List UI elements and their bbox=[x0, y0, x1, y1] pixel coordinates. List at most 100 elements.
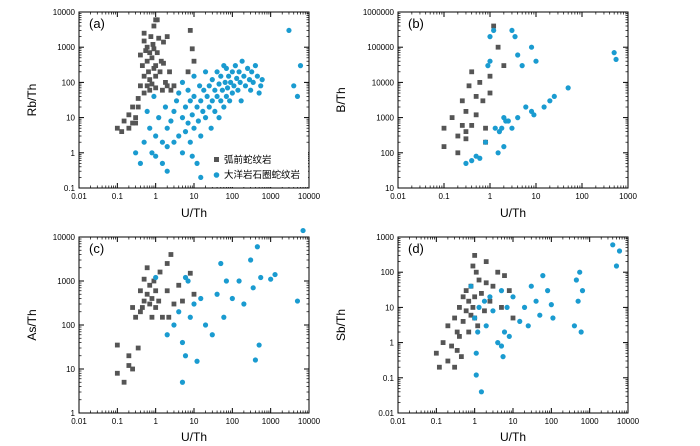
data-point-forearc bbox=[460, 319, 466, 324]
data-point-oceanic bbox=[500, 354, 506, 360]
data-point-forearc bbox=[482, 308, 487, 314]
data-point-forearc bbox=[130, 366, 135, 372]
data-point-oceanic bbox=[498, 288, 505, 294]
data-point-oceanic bbox=[226, 73, 232, 79]
x-tick-label: 0.01 bbox=[390, 192, 406, 201]
x-tick-label: 100 bbox=[226, 417, 240, 426]
data-point-oceanic bbox=[550, 315, 556, 321]
data-point-oceanic bbox=[156, 115, 162, 121]
data-point-oceanic bbox=[473, 350, 479, 356]
data-point-oceanic bbox=[197, 83, 203, 89]
data-point-forearc bbox=[472, 253, 478, 258]
data-point-forearc bbox=[143, 48, 149, 54]
data-point-forearc bbox=[480, 98, 486, 104]
data-point-oceanic bbox=[475, 329, 481, 335]
data-point-forearc bbox=[454, 329, 460, 335]
y-tick-label: 10 bbox=[66, 114, 75, 123]
data-points bbox=[441, 23, 619, 166]
data-point-oceanic bbox=[565, 85, 571, 91]
data-point-oceanic bbox=[179, 339, 186, 346]
data-point-forearc bbox=[133, 120, 139, 126]
data-point-forearc bbox=[479, 290, 484, 296]
data-point-forearc bbox=[135, 96, 141, 101]
data-point-forearc bbox=[153, 73, 159, 79]
data-point-oceanic bbox=[533, 298, 539, 304]
data-point-oceanic bbox=[249, 69, 255, 75]
data-point-oceanic bbox=[490, 308, 496, 314]
data-point-forearc bbox=[130, 104, 135, 110]
data-point-forearc bbox=[436, 364, 442, 370]
data-point-oceanic bbox=[495, 150, 501, 156]
data-point-forearc bbox=[139, 305, 145, 310]
data-point-oceanic bbox=[176, 309, 182, 315]
data-point-oceanic bbox=[209, 332, 215, 338]
data-point-forearc bbox=[460, 294, 466, 300]
data-point-forearc bbox=[445, 358, 451, 364]
y-tick-label: 10 bbox=[385, 184, 394, 193]
data-point-forearc bbox=[483, 280, 489, 286]
data-point-forearc bbox=[147, 50, 153, 56]
data-point-oceanic bbox=[545, 288, 551, 294]
data-point-forearc bbox=[147, 77, 153, 83]
data-point-oceanic bbox=[168, 118, 174, 124]
data-point-forearc bbox=[463, 136, 469, 142]
data-point-oceanic bbox=[492, 125, 498, 131]
data-point-forearc bbox=[470, 305, 476, 310]
data-point-oceanic bbox=[523, 104, 529, 110]
data-point-forearc bbox=[164, 261, 170, 266]
data-point-forearc bbox=[469, 69, 475, 75]
data-point-oceanic bbox=[176, 133, 182, 139]
data-point-oceanic bbox=[151, 93, 157, 100]
data-point-oceanic bbox=[182, 274, 189, 281]
data-point-oceanic bbox=[495, 340, 501, 346]
data-point-oceanic bbox=[476, 304, 482, 310]
data-point-oceanic bbox=[286, 27, 292, 34]
x-tick-label: 10 bbox=[509, 417, 518, 426]
data-point-oceanic bbox=[223, 93, 229, 100]
x-tick-labels: 0.01 0.1 1 10 100 1000 bbox=[390, 192, 637, 201]
data-point-oceanic bbox=[187, 314, 193, 320]
data-point-oceanic bbox=[571, 323, 578, 329]
data-point-forearc bbox=[133, 115, 139, 120]
y-tick-label: 10000 bbox=[53, 233, 76, 242]
y-tick-labels: 10 100 1000 10000 100000 1000000 bbox=[363, 8, 395, 193]
data-point-forearc bbox=[144, 291, 150, 297]
x-tick-labels: 0.01 0.1 1 10 100 1000 10000 bbox=[71, 417, 320, 426]
panel-b: 0.01 0.1 1 10 100 1000 1010010001000010000010… bbox=[334, 8, 637, 220]
x-tick-labels: 0.01 0.1 1 10 100 1000 10000 bbox=[390, 417, 639, 426]
data-point-oceanic bbox=[189, 153, 195, 159]
data-point-oceanic bbox=[297, 63, 304, 69]
data-point-forearc bbox=[487, 90, 493, 96]
data-point-oceanic bbox=[525, 323, 531, 329]
panel-a: 0.01 0.1 1 10 100 1000 10000 0.111010010001000… bbox=[25, 8, 321, 220]
x-tick-label: 1000 bbox=[619, 192, 637, 201]
panel-c: 0.01 0.1 1 10 100 1000 10000 1 10 100 1000 10000 (… bbox=[25, 227, 321, 444]
data-point-oceanic bbox=[519, 63, 525, 69]
data-point-forearc bbox=[449, 115, 455, 120]
data-point-oceanic bbox=[198, 98, 204, 104]
data-point-forearc bbox=[466, 83, 472, 89]
x-tick-label: 1000 bbox=[581, 417, 599, 426]
x-tick-label: 0.01 bbox=[390, 417, 406, 426]
data-point-oceanic bbox=[212, 108, 218, 115]
data-point-oceanic bbox=[577, 269, 583, 275]
data-point-oceanic bbox=[194, 160, 200, 166]
data-point-forearc bbox=[130, 120, 135, 126]
data-point-oceanic bbox=[254, 244, 260, 250]
data-point-forearc bbox=[185, 69, 191, 75]
data-point-oceanic bbox=[250, 285, 256, 291]
data-point-oceanic bbox=[229, 295, 235, 302]
data-point-oceanic bbox=[515, 115, 521, 121]
data-point-oceanic bbox=[144, 108, 150, 115]
y-tick-label: 0.1 bbox=[64, 184, 76, 193]
data-point-oceanic bbox=[214, 291, 220, 297]
data-point-forearc bbox=[433, 350, 439, 356]
data-point-oceanic bbox=[204, 93, 210, 100]
data-point-oceanic bbox=[268, 276, 274, 282]
data-point-oceanic bbox=[613, 263, 620, 269]
data-point-forearc bbox=[191, 291, 197, 297]
data-point-forearc bbox=[455, 133, 461, 139]
data-point-forearc bbox=[151, 65, 157, 71]
data-point-forearc bbox=[147, 282, 153, 288]
data-point-forearc bbox=[187, 28, 193, 33]
